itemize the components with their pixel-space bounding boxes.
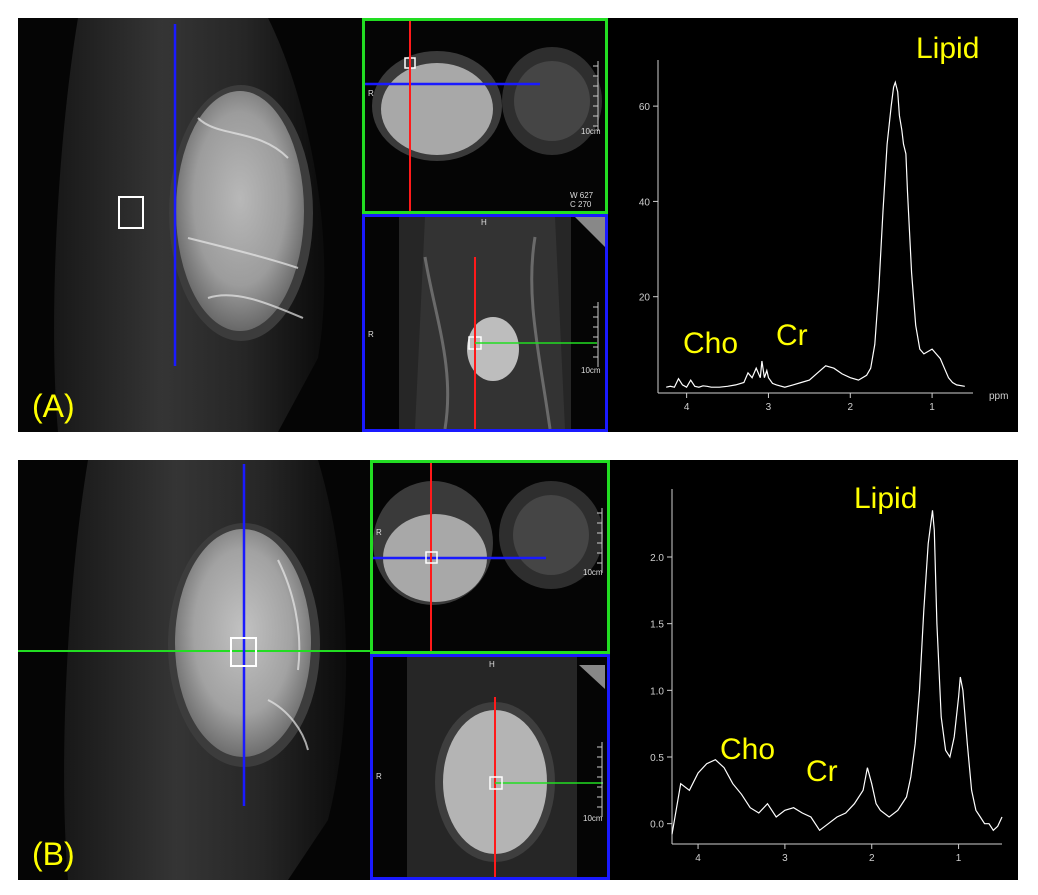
x-tick-label-b-1: 3 <box>782 853 788 864</box>
orientation-marker-b1: R <box>376 528 382 537</box>
y-tick-label-a-0: 20 <box>639 293 651 304</box>
voxel-box-b[interactable] <box>230 637 257 667</box>
coronal-image-b <box>373 657 607 877</box>
window-center-a: C 270 <box>570 200 592 209</box>
y-tick-label-b-2: 1.0 <box>650 686 664 697</box>
axial-image-a <box>365 21 605 211</box>
scale-text-a1: 10cm <box>581 127 601 136</box>
mri-axial-view-a[interactable]: R 10cm W 627 C 270 <box>362 18 608 214</box>
x-tick-label-a-0: 4 <box>684 402 690 413</box>
y-tick-label-b-4: 2.0 <box>650 553 664 564</box>
sagittal-image-b <box>18 460 370 880</box>
mri-coronal-view-b[interactable]: H R 10cm <box>370 654 610 880</box>
peak-label-cho-b: Cho <box>720 733 776 766</box>
x-tick-label-a-3: 1 <box>929 402 935 413</box>
scale-ruler-b2 <box>597 742 603 817</box>
orientation-marker-a2: R <box>368 330 374 339</box>
x-tick-label-b-0: 4 <box>695 853 701 864</box>
scale-ruler-a2 <box>593 302 599 367</box>
x-tick-label-a-2: 2 <box>847 402 853 413</box>
scale-text-b1: 10cm <box>583 568 603 577</box>
orientation-top-a: H <box>481 218 487 227</box>
mri-coronal-view-a[interactable]: H R 10cm <box>362 214 608 432</box>
mri-sagittal-view-b[interactable]: (B) <box>18 460 370 880</box>
scale-text-b2: 10cm <box>583 814 603 823</box>
peak-label-cho-a: Cho <box>683 327 739 360</box>
coronal-image-a <box>365 217 605 429</box>
spectrum-svg-a: 4 3 2 1 20 40 60 ppm <box>639 60 1008 413</box>
mri-sagittal-view-a[interactable]: (A) <box>18 18 362 432</box>
scale-ruler-b1 <box>597 508 603 573</box>
voxel-box-coronal-b[interactable] <box>489 776 503 790</box>
peak-label-cr-a: Cr <box>776 319 808 352</box>
spectrum-chart-a: 4 3 2 1 20 40 60 ppm Cho Cr Lipid <box>608 18 1018 432</box>
y-tick-label-b-0: 0.0 <box>650 820 664 831</box>
x-tick-label-a-1: 3 <box>766 402 772 413</box>
mri-axial-view-b[interactable]: R 10cm <box>370 460 610 654</box>
sagittal-image-a <box>18 18 362 432</box>
spectrum-chart-b: 4 3 2 1 0.0 0.5 1.0 1.5 2.0 Cho Cr Lipid <box>610 460 1018 880</box>
peak-label-cr-b: Cr <box>806 755 838 788</box>
peak-label-lipid-a: Lipid <box>916 32 980 65</box>
y-tick-label-b-1: 0.5 <box>650 753 664 764</box>
scale-text-a2: 10cm <box>581 366 601 375</box>
voxel-box-axial-b[interactable] <box>425 551 438 564</box>
window-width-a: W 627 <box>570 191 594 200</box>
panel-label-a: (A) <box>32 388 75 424</box>
x-tick-label-b-2: 2 <box>869 853 875 864</box>
x-tick-label-b-3: 1 <box>956 853 962 864</box>
axial-image-b <box>373 463 607 651</box>
spectrum-svg-b: 4 3 2 1 0.0 0.5 1.0 1.5 2.0 <box>650 489 1003 864</box>
y-tick-label-a-2: 60 <box>639 102 651 113</box>
y-tick-label-a-1: 40 <box>639 197 651 208</box>
orientation-marker-a1: R <box>368 89 374 98</box>
y-tick-label-b-3: 1.5 <box>650 620 664 631</box>
voxel-box-a[interactable] <box>118 196 144 229</box>
spectrum-line-b-0 <box>671 510 1003 835</box>
spectrum-line-a-0 <box>666 80 965 389</box>
panel-label-b: (B) <box>32 836 75 872</box>
x-axis-label-a: ppm <box>989 391 1008 402</box>
orientation-marker-b2: R <box>376 772 382 781</box>
scale-ruler-a1 <box>593 61 599 131</box>
orientation-top-b: H <box>489 660 495 669</box>
peak-label-lipid-b: Lipid <box>854 482 918 515</box>
